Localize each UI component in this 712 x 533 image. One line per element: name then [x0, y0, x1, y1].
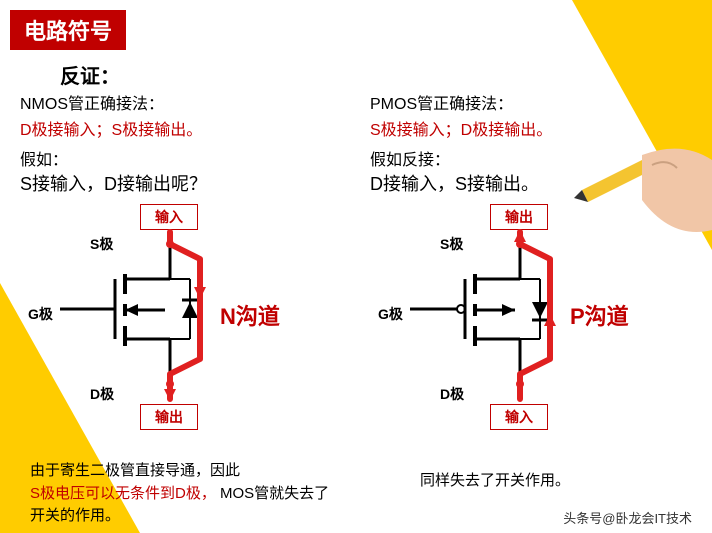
- pmos-rule-label: PMOS管正确接法：: [370, 90, 690, 114]
- nmos-rule-text: D极接输入；S极接输出。: [20, 116, 340, 140]
- hand-pencil-icon: [572, 130, 712, 250]
- nmos-if-label: 假如：: [20, 146, 340, 170]
- nmos-explanation: 由于寄生二极管直接导通，因此 S极电压可以无条件到D极， MOS管就失去了开关的…: [30, 460, 340, 528]
- explain-text-2: S极电压可以无条件到D极，: [30, 485, 216, 502]
- nmos-if-text: S接输入，D接输出呢？: [20, 170, 340, 196]
- nmos-g-label: G极: [28, 304, 53, 324]
- explain-text-1: 由于寄生二极管直接导通，因此: [30, 462, 240, 479]
- nmos-circuit-icon: [60, 204, 260, 424]
- nmos-diagram: 输入 S极 G极 D极 N沟道 输出: [20, 204, 320, 434]
- subtitle: 反证：: [60, 60, 120, 89]
- pmos-explanation: 同样失去了开关作用。: [420, 470, 712, 493]
- footer-credit: 头条号@卧龙会IT技术: [563, 508, 692, 527]
- nmos-column: NMOS管正确接法： D极接输入；S极接输出。 假如： S接输入，D接输出呢？ …: [20, 90, 340, 434]
- pmos-g-label: G极: [378, 304, 403, 324]
- nmos-rule-label: NMOS管正确接法：: [20, 90, 340, 114]
- page-title: 电路符号: [10, 10, 126, 50]
